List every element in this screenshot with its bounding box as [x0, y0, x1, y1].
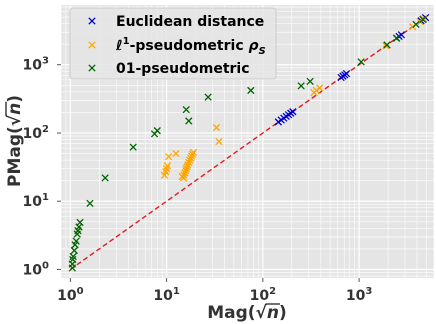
data-point	[297, 82, 305, 90]
legend-marker	[88, 64, 96, 72]
data-point	[182, 167, 190, 175]
y-tick-label: 100	[23, 260, 49, 278]
series-2	[160, 15, 428, 182]
x-axis-ticks: 100 101 102 103	[57, 278, 372, 304]
data-point	[129, 143, 137, 151]
series-3	[68, 15, 427, 272]
data-point	[172, 149, 180, 158]
data-point	[163, 162, 172, 170]
data-point	[316, 84, 324, 92]
data-point	[187, 154, 195, 162]
data-point	[419, 15, 427, 24]
data-point	[357, 58, 365, 66]
data-point	[183, 163, 191, 171]
data-point	[182, 105, 190, 114]
legend-label: 01-pseudometric	[116, 61, 250, 77]
legend: Euclidean distance ℓ1-pseudometric ρS 01-p…	[69, 7, 277, 80]
legend-box	[69, 7, 277, 80]
legend-label: ℓ1-pseudometric ρS	[115, 36, 266, 57]
data-point	[153, 127, 161, 135]
data-point	[342, 69, 351, 78]
identity-reference-line	[69, 16, 427, 271]
data-point	[306, 77, 314, 86]
data-point	[185, 158, 193, 167]
x-tick-label: 103	[346, 286, 372, 304]
x-axis-label: Mag(√n)	[207, 303, 287, 323]
y-tick-label: 103	[23, 56, 49, 74]
data-point	[408, 23, 417, 31]
series-layer	[68, 13, 430, 272]
data-point	[412, 20, 420, 29]
data-point	[247, 86, 255, 95]
axis-label-text: PMag(√n)	[5, 95, 25, 187]
data-point	[212, 123, 221, 132]
data-point	[312, 86, 321, 95]
data-point	[189, 148, 198, 157]
data-point	[182, 164, 190, 173]
legend-marker	[88, 17, 96, 25]
x-tick-label: 101	[153, 286, 179, 304]
data-point	[204, 93, 212, 101]
data-point	[289, 108, 297, 116]
data-point	[397, 31, 406, 39]
y-axis-ticks: 100 101 102 103	[23, 56, 61, 278]
data-point	[180, 171, 188, 179]
data-point	[383, 41, 391, 49]
x-tick-label: 102	[250, 286, 276, 304]
data-point	[181, 169, 189, 177]
y-axis-label: PMag(√n)	[5, 95, 25, 187]
y-tick-label: 101	[23, 192, 49, 210]
axis-label-text: Mag(√n)	[207, 303, 287, 323]
data-point	[70, 246, 78, 255]
data-point	[86, 199, 94, 208]
data-point	[187, 152, 196, 160]
data-point	[392, 34, 401, 42]
data-point	[164, 152, 173, 161]
data-point	[185, 117, 193, 125]
data-point	[186, 156, 194, 164]
y-tick-label: 102	[23, 124, 49, 142]
legend-label: Euclidean distance	[116, 14, 264, 30]
data-point	[215, 137, 223, 146]
data-point	[72, 237, 80, 245]
data-point	[101, 174, 109, 182]
legend-marker	[88, 41, 96, 49]
data-point	[69, 252, 77, 261]
x-tick-label: 100	[57, 286, 83, 304]
data-point	[76, 218, 84, 227]
